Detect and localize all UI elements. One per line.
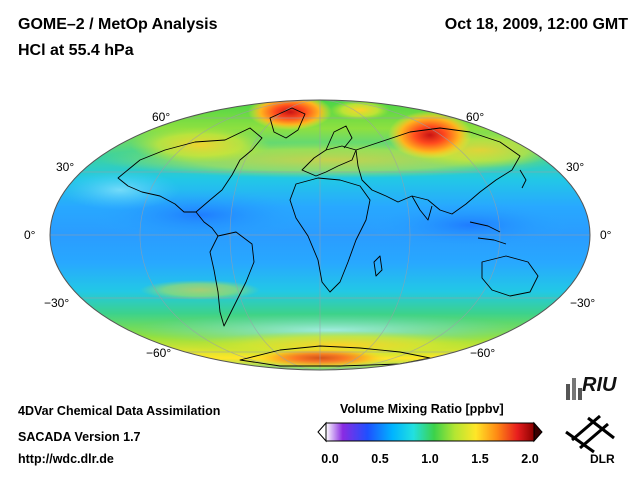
lat-label-left-0: 0°: [24, 228, 36, 242]
lat-label-right-30s: −30°: [570, 296, 596, 310]
map-subtitle: HCl at 55.4 hPa: [18, 42, 134, 59]
colorbar-tick: 1.0: [421, 452, 439, 466]
graticule: [50, 100, 590, 370]
colorbar-tick: 0.0: [321, 452, 339, 466]
colorbar-tick: 1.5: [471, 452, 489, 466]
footer-version: SACADA Version 1.7: [18, 430, 141, 444]
riu-logo-mark: [566, 378, 582, 400]
footer-method: 4DVar Chemical Data Assimilation: [18, 404, 221, 418]
map-boundary: [49, 99, 591, 371]
lat-label-left-60s: −60°: [146, 346, 172, 360]
colorbar-graphic: [317, 421, 543, 443]
dlr-logo: DLR: [590, 452, 615, 466]
coastlines: [117, 107, 561, 367]
dlr-logo-mark: [565, 414, 615, 454]
lat-label-right-60s: −60°: [470, 346, 496, 360]
lat-label-left-30s: −30°: [44, 296, 70, 310]
colorbar-tick: 2.0: [521, 452, 539, 466]
lat-label-left-30n: 30°: [56, 160, 75, 174]
lat-label-left-60n: 60°: [152, 110, 171, 124]
colorbar-low-arrow: [317, 421, 327, 443]
footer-url[interactable]: http://wdc.dlr.de: [18, 452, 114, 466]
lat-label-right-30n: 30°: [566, 160, 585, 174]
lat-label-right-0: 0°: [600, 228, 612, 242]
map-title: GOME–2 / MetOp Analysis: [18, 16, 218, 33]
lat-label-right-60n: 60°: [466, 110, 485, 124]
colorbar-title: Volume Mixing Ratio [ppbv]: [340, 402, 504, 416]
riu-logo: RIU: [582, 374, 617, 396]
colorbar-tick: 0.5: [371, 452, 389, 466]
colorbar-high-arrow: [533, 421, 543, 443]
colorbar-ramp: [325, 422, 535, 442]
map-date: Oct 18, 2009, 12:00 GMT: [444, 16, 628, 33]
